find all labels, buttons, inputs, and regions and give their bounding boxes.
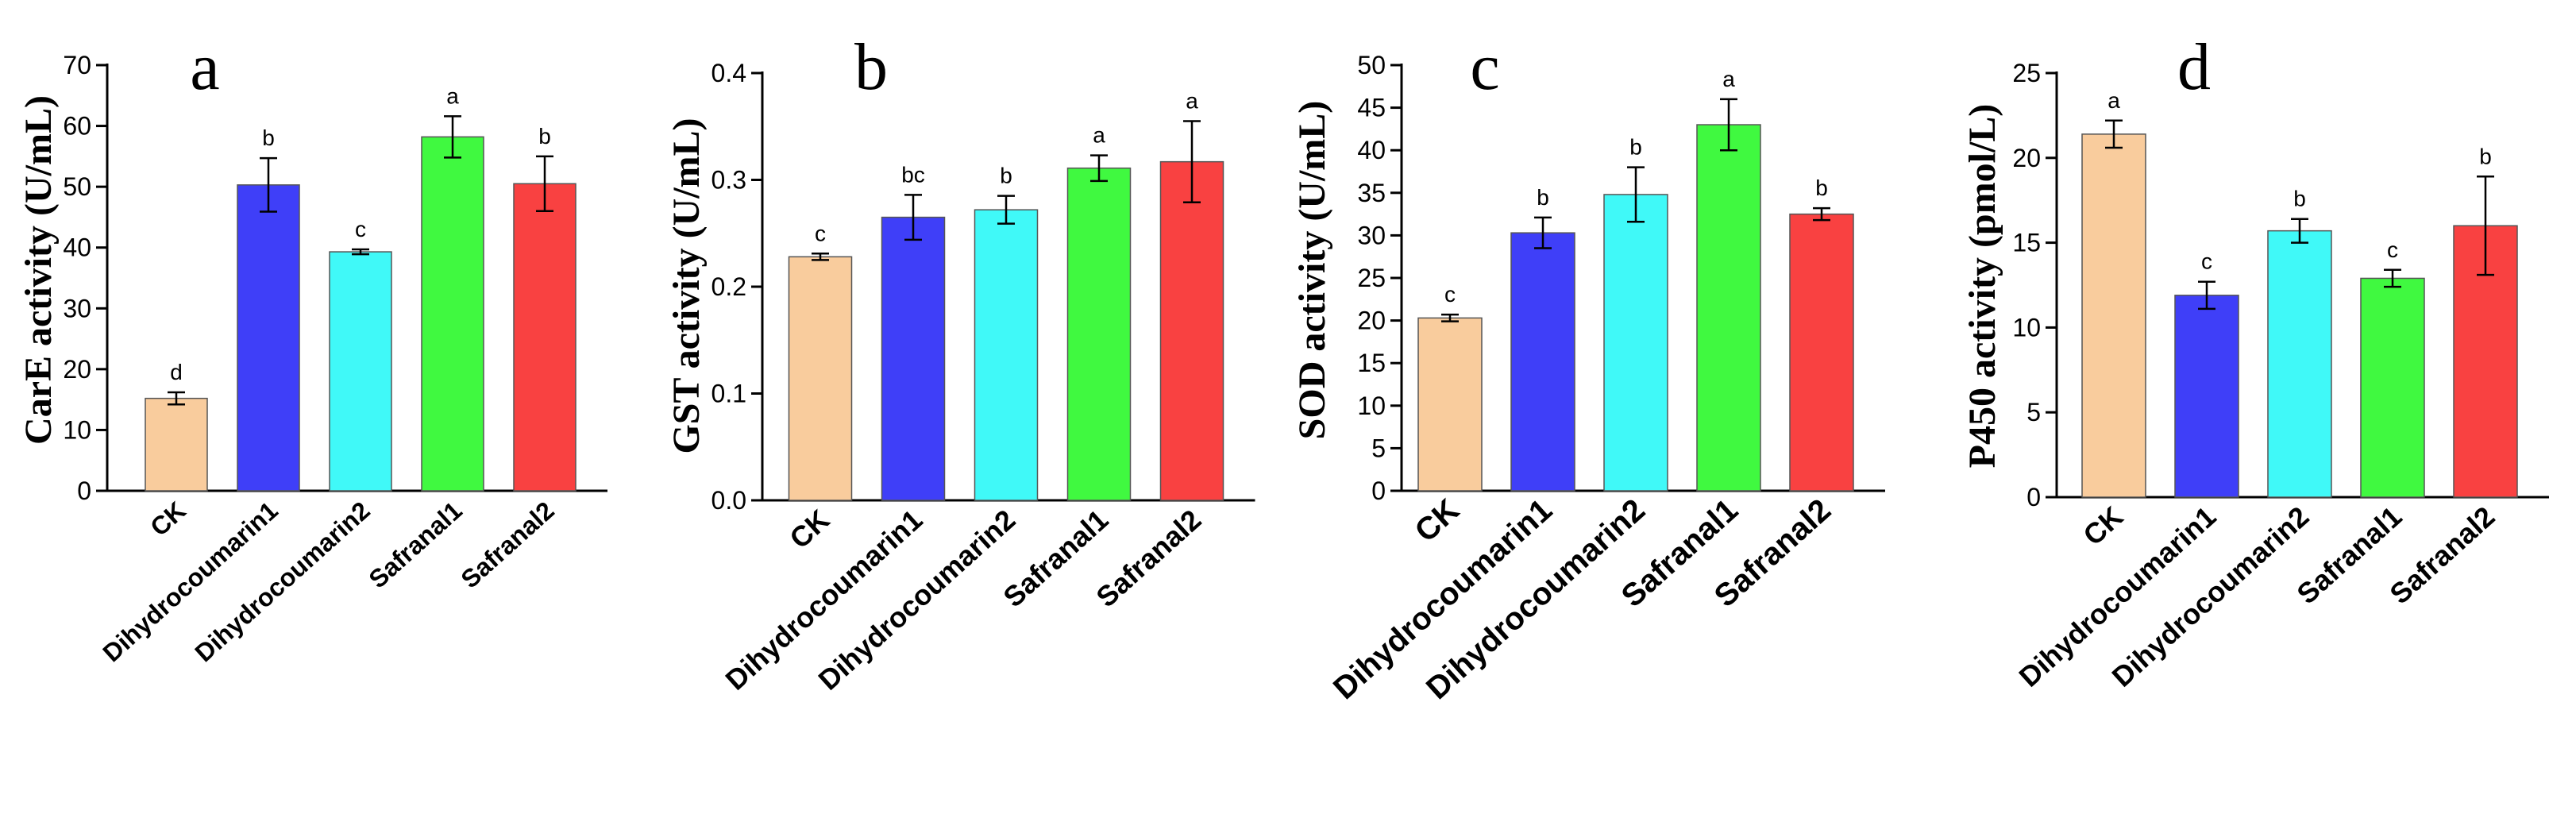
significance-letter: a [1093,123,1105,148]
panel-letter: c [1470,30,1499,104]
x-tick-label: CK [1409,492,1466,549]
y-tick-label: 50 [63,172,91,201]
y-tick-label: 0.1 [711,380,746,408]
y-tick-label: 0 [1371,477,1386,505]
bar [145,397,208,492]
y-tick-label: 50 [1357,51,1386,79]
y-tick-label: 0.2 [711,272,746,301]
significance-letter: a [446,83,459,108]
bar [2081,133,2146,498]
significance-letter: c [355,217,366,241]
y-tick-label: 30 [1357,221,1386,249]
bar [1066,167,1132,501]
bar [1510,232,1575,492]
significance-letter: c [2201,249,2212,274]
significance-letter: b [1537,185,1549,210]
bar [1696,124,1761,492]
y-tick-label: 0 [2026,483,2041,511]
significance-letter: b [2293,187,2306,211]
x-tick-label: CK [145,496,191,542]
bar [788,256,853,501]
y-axis-label: SOD activity (U/mL) [1291,101,1333,440]
significance-letter: b [262,125,275,150]
significance-letter: a [2107,88,2120,113]
bar [421,136,484,492]
y-tick-label: 20 [2012,144,2041,172]
panel-letter: b [854,30,888,104]
significance-letter: b [1000,164,1012,188]
bar [1789,213,1854,492]
y-tick-label: 0 [77,477,91,505]
y-tick-label: 10 [1357,392,1386,420]
panel-letter: a [190,30,219,104]
y-tick-label: 20 [1357,307,1386,335]
panel-c-chart: c SOD activity (U/mL) 0 5 10 15 20 25 30 35 40 45 50… [1291,30,1885,706]
bar [237,184,300,492]
y-tick-label: 10 [63,415,91,444]
y-tick-label: 20 [63,355,91,384]
significance-letter: a [1722,67,1735,91]
y-tick-label: 60 [63,112,91,141]
significance-letter: c [1444,282,1456,307]
y-tick-label: 0.3 [711,166,746,195]
bar [2267,230,2332,498]
bar [513,183,577,492]
y-tick-label: 15 [2012,229,2041,257]
y-tick-label: 40 [1357,136,1386,164]
significance-letter: b [1629,135,1642,160]
x-tick-label: Safranal2 [456,496,560,593]
y-axis-label: GST activity (U/mL) [665,118,708,453]
y-tick-label: 5 [1371,434,1386,462]
y-tick-label: 15 [1357,349,1386,377]
significance-letter: b [2479,144,2492,168]
bar [1603,194,1668,492]
significance-letter: bc [901,162,925,187]
y-tick-label: 10 [2012,313,2041,341]
y-axis-label: CarE activity (U/mL) [17,95,60,445]
y-tick-label: 25 [2012,59,2041,87]
y-tick-label: 30 [63,294,91,322]
y-tick-label: 45 [1357,94,1386,122]
y-tick-label: 5 [2026,398,2041,426]
y-tick-label: 70 [63,51,91,79]
x-tick-label: Safranal1 [364,496,468,593]
y-tick-label: 0.4 [711,59,746,87]
significance-letter: c [815,221,826,245]
y-tick-label: 25 [1357,264,1386,292]
x-tick-label: Dihydrocoumarin2 [189,496,375,667]
x-tick-label: CK [783,503,835,554]
y-tick-label: 40 [63,233,91,262]
bar [329,251,392,492]
bar [881,216,946,501]
significance-letter: a [1186,89,1198,114]
significance-letter: d [170,360,183,384]
y-axis-label: P450 activity (pmol/L) [1961,104,2003,469]
bar [1417,317,1483,492]
bar [2174,295,2239,498]
significance-letter: b [538,124,551,149]
x-tick-label: Dihydrocoumarin1 [97,496,283,667]
bar [2360,277,2425,498]
bar [974,209,1039,501]
x-tick-label: CK [2077,500,2129,551]
panel-b-chart: b GST activity (U/mL) 0.0 0.1 0.2 0.3 0.4 c CK bc… [665,30,1255,696]
y-tick-label: 0.0 [711,486,746,515]
significance-letter: c [2387,237,2398,262]
significance-letter: b [1815,176,1828,200]
panel-a-chart: a CarE activity (U/mL) 0 10 20 30 40 50 60 70 d CK b… [17,30,607,667]
bar [1159,160,1224,501]
y-tick-label: 35 [1357,179,1386,207]
panel-letter: d [2177,30,2211,104]
